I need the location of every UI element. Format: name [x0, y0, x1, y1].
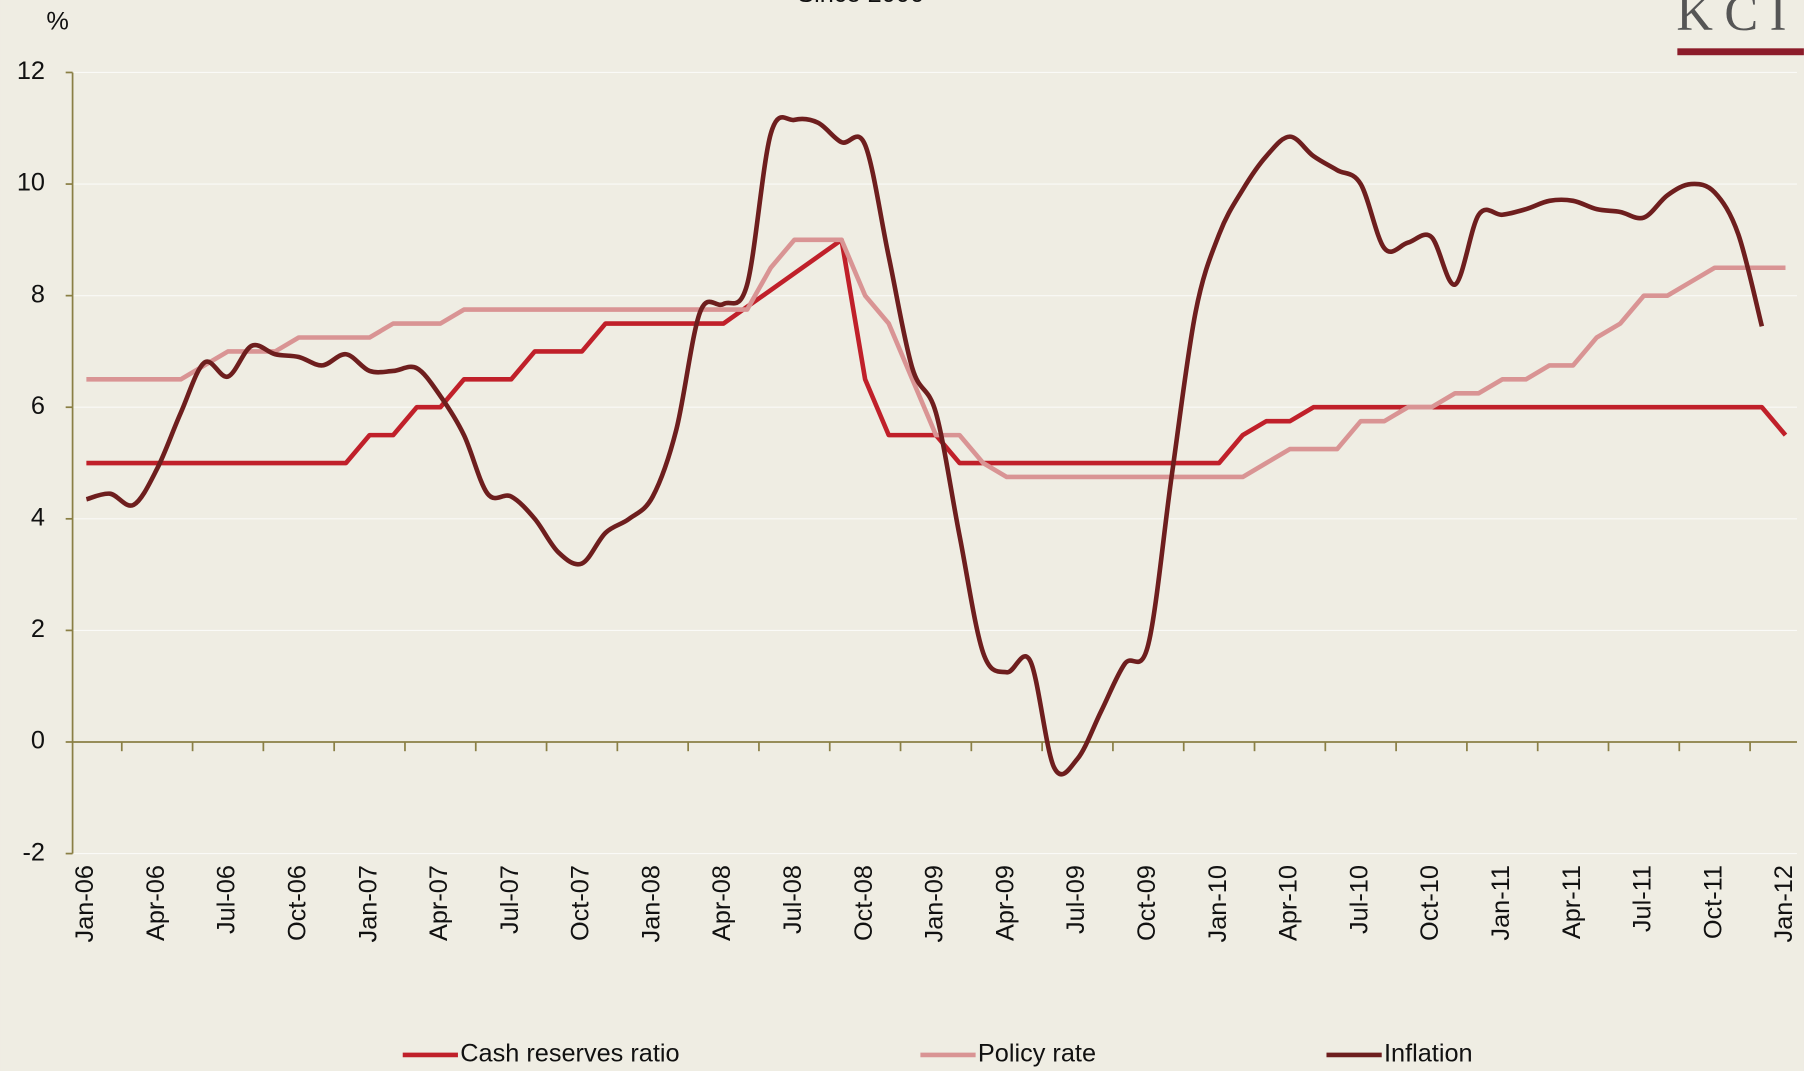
- x-tick-label: Jan-09: [921, 865, 949, 942]
- x-tick-label: Apr-08: [708, 865, 736, 941]
- series-line: [85, 115, 1765, 777]
- legend-label: Policy rate: [978, 1040, 1096, 1068]
- x-tick-label: Apr-07: [425, 865, 453, 941]
- chart-subtitle: Since 2006: [797, 0, 924, 8]
- y-axis-label: %: [46, 8, 69, 36]
- y-tick-label: 0: [31, 727, 45, 755]
- x-tick-label: Apr-10: [1275, 865, 1303, 941]
- series-line: [86, 237, 1786, 480]
- x-tick-label: Jan-06: [71, 865, 99, 942]
- x-tick-label: Jul-09: [1062, 865, 1090, 934]
- x-tick-label: Oct-11: [1699, 865, 1727, 939]
- x-tick-label: Jan-11: [1487, 865, 1515, 940]
- x-tick-label: Oct-07: [567, 865, 595, 941]
- x-tick-label: Oct-10: [1416, 865, 1444, 941]
- legend-label: Cash reserves ratio: [460, 1040, 679, 1068]
- x-tick-label: Jan-10: [1204, 865, 1232, 942]
- y-tick-label: -2: [22, 838, 45, 866]
- x-tick-label: Jul-10: [1345, 865, 1373, 934]
- x-tick-label: Oct-09: [1133, 865, 1161, 941]
- y-tick-label: 2: [31, 615, 45, 643]
- y-tick-label: 12: [17, 57, 45, 85]
- x-tick-label: Oct-06: [283, 865, 311, 941]
- logo: KCI: [1676, 0, 1798, 41]
- x-tick-label: Apr-09: [991, 865, 1019, 941]
- x-tick-label: Jul-08: [779, 865, 807, 934]
- legend-label: Inflation: [1384, 1040, 1473, 1068]
- x-tick-label: Jan-12: [1770, 865, 1798, 942]
- x-tick-label: Apr-11: [1558, 865, 1586, 939]
- y-tick-label: 10: [17, 169, 45, 197]
- x-tick-label: Jan-07: [354, 865, 382, 942]
- y-tick-label: 6: [31, 392, 45, 420]
- y-tick-label: 4: [31, 504, 45, 532]
- x-tick-label: Oct-08: [850, 865, 878, 941]
- y-tick-label: 8: [31, 280, 45, 308]
- logo-bar: [1677, 48, 1804, 56]
- x-tick-label: Jan-08: [637, 865, 665, 942]
- x-tick-label: Jul-07: [496, 865, 524, 934]
- x-tick-label: Jul-11: [1629, 865, 1657, 932]
- x-tick-label: Jul-06: [213, 865, 241, 934]
- x-tick-label: Apr-06: [142, 865, 170, 941]
